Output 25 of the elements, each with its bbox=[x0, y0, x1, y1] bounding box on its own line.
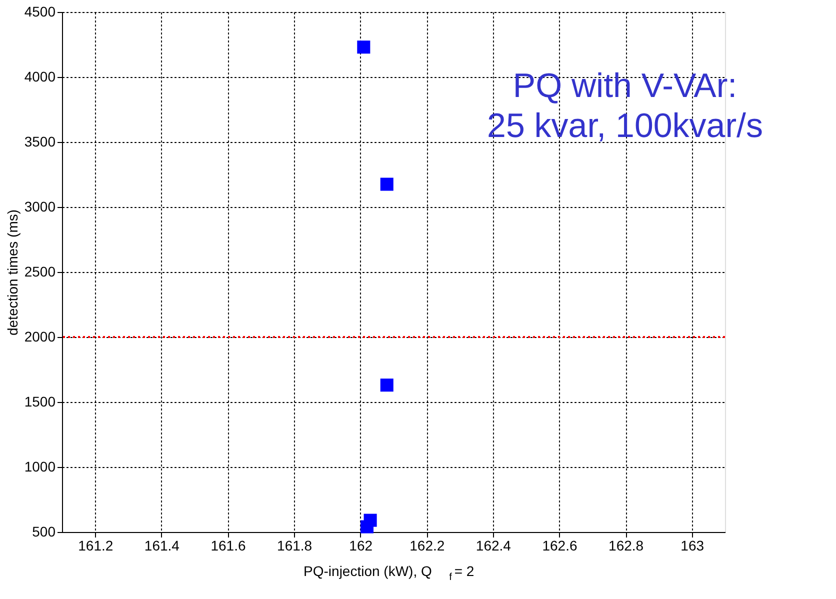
point bbox=[360, 520, 374, 534]
y-axis-title: detection times (ms) bbox=[4, 209, 20, 336]
x-tick-label: 161.2 bbox=[78, 538, 114, 554]
annotation: PQ with V-VAr: 25 kvar, 100kvar/s bbox=[487, 67, 763, 145]
x-tick-label: 162.6 bbox=[542, 538, 578, 554]
x-tick-label: 161.4 bbox=[144, 538, 180, 554]
y-tick-label: 2500 bbox=[24, 264, 56, 280]
y-tick-label: 3000 bbox=[24, 198, 56, 214]
x-tick-label: 162 bbox=[349, 538, 373, 554]
y-tick-label: 3500 bbox=[24, 134, 56, 150]
y-tick-label: 4000 bbox=[24, 68, 56, 84]
point bbox=[357, 40, 370, 54]
x-tick-label: 163 bbox=[680, 538, 704, 554]
y-tick-label: 500 bbox=[32, 524, 56, 540]
x-tick-label: 162.2 bbox=[410, 538, 445, 554]
x-tick-label: 162.4 bbox=[476, 538, 512, 554]
y-tick-label: 2000 bbox=[24, 328, 56, 344]
y-tick-label: 4500 bbox=[24, 4, 56, 20]
x-tick-label: 162.8 bbox=[608, 538, 644, 554]
point bbox=[380, 178, 394, 191]
x-tick-label: 161.6 bbox=[210, 538, 246, 554]
point bbox=[380, 378, 394, 392]
y-tick-label: 1500 bbox=[24, 394, 56, 410]
x-tick-label: 161.8 bbox=[277, 538, 312, 554]
y-tick-label: 1000 bbox=[24, 458, 56, 474]
